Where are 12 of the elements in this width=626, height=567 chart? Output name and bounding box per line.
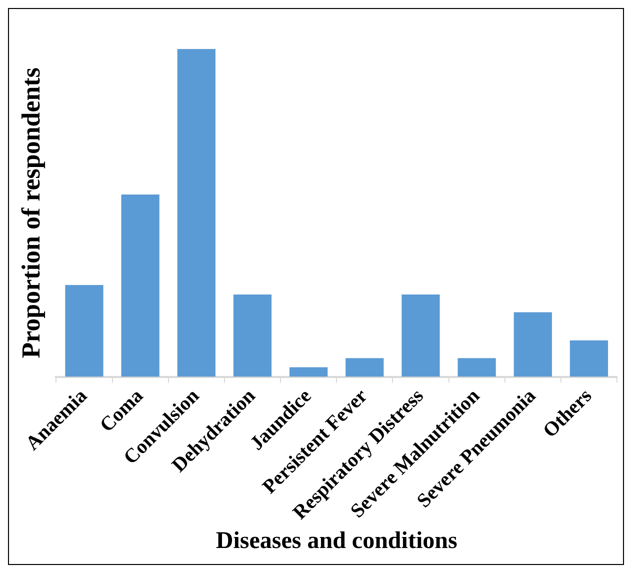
y-axis-title: Proportion of respondents (16, 67, 46, 358)
bar (570, 340, 608, 377)
bar (177, 49, 216, 377)
bar (346, 358, 384, 377)
bar (121, 194, 160, 377)
bar (514, 312, 552, 377)
bar (233, 294, 272, 377)
bar (402, 294, 440, 377)
x-axis-title: Diseases and conditions (216, 528, 458, 554)
bar (65, 284, 104, 377)
bar (458, 358, 496, 377)
bar (289, 367, 328, 377)
